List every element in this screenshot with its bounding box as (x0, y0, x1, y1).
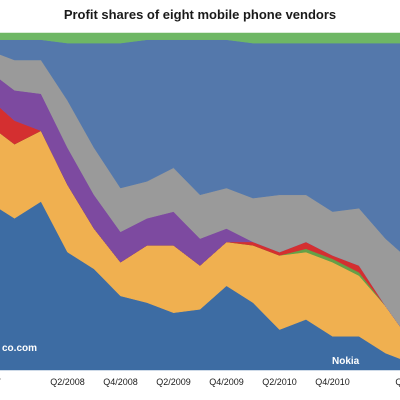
x-tick-label: Q4/2010 (315, 377, 350, 387)
x-tick-label: Q2/2010 (262, 377, 297, 387)
x-tick-label: 07 (0, 377, 1, 387)
chart-title: Profit shares of eight mobile phone vend… (63, 7, 337, 22)
x-tick-label: Q4/2009 (209, 377, 244, 387)
x-tick-label: Q2 (395, 377, 400, 387)
x-tick-label: Q2/2009 (156, 377, 191, 387)
watermark-text: co.com (2, 343, 37, 354)
area-layers (0, 32, 400, 371)
series-label-nokia: Nokia (332, 356, 360, 367)
x-tick-label: Q2/2008 (50, 377, 85, 387)
x-tick-label: Q4/2008 (103, 377, 138, 387)
area-series-8 (0, 32, 400, 44)
x-axis-ticks: 07 Q2/2008 Q4/2008 Q2/2009 Q4/2009 Q2/2010 Q4/… (0, 377, 400, 387)
